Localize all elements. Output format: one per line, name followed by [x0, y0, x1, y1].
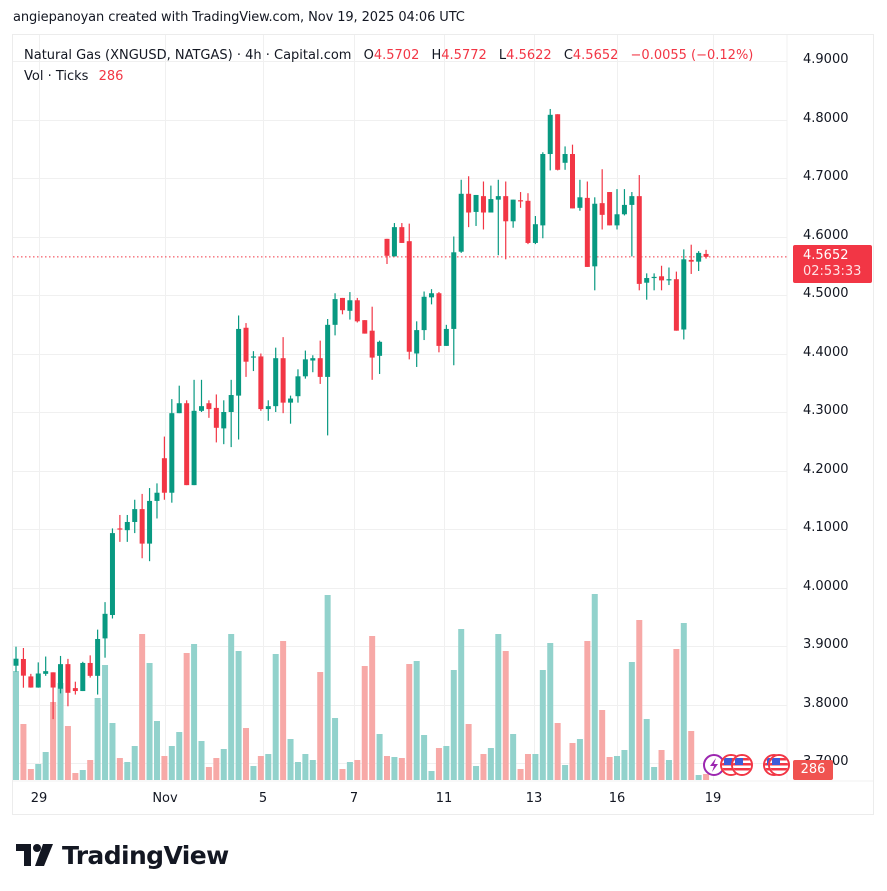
- last-price-value: 4.5652: [803, 248, 849, 263]
- grid-lines: [13, 35, 787, 780]
- candlesticks: [13, 108, 709, 720]
- chart-frame[interactable]: [12, 34, 874, 815]
- price-axis-label: 4.7000: [803, 169, 849, 184]
- chart-legend: Natural Gas (XNGUSD, NATGAS) · 4h · Capi…: [24, 45, 753, 87]
- time-axis-label: 16: [608, 791, 626, 806]
- open-value: 4.5702: [373, 48, 420, 63]
- price-axis-label: 3.9000: [803, 637, 849, 652]
- bar-countdown: 02:53:33: [803, 264, 862, 279]
- price-axis-label: 4.8000: [803, 110, 849, 126]
- change-value: −0.0055 (−0.12%): [630, 48, 754, 63]
- volume-bars: [13, 594, 710, 780]
- time-axis-label: 29: [30, 791, 48, 806]
- volume-value: 286: [98, 69, 124, 84]
- volume-label[interactable]: Vol · Ticks: [24, 69, 89, 84]
- low-value: 4.5622: [506, 48, 552, 63]
- tradingview-logo-icon: [16, 844, 53, 866]
- last-price-tag: 4.5652 02:53:33: [793, 245, 872, 283]
- price-axis-label: 4.9000: [803, 52, 849, 67]
- close-value: 4.5652: [572, 48, 619, 63]
- high-value: 4.5772: [441, 48, 487, 63]
- tradingview-logo-text: TradingView: [62, 840, 229, 870]
- high-label: H: [431, 48, 442, 63]
- price-axis-label: 3.8000: [803, 695, 849, 711]
- low-label: L: [498, 48, 507, 63]
- close-label: C: [563, 48, 573, 63]
- tradingview-logo[interactable]: TradingView: [16, 840, 229, 870]
- legend-symbol-row[interactable]: Natural Gas (XNGUSD, NATGAS) · 4h · Capi…: [24, 45, 753, 66]
- symbol-title[interactable]: Natural Gas (XNGUSD, NATGAS) · 4h · Capi…: [24, 48, 352, 63]
- time-axis-label: 19: [704, 791, 722, 806]
- price-axis-label: 4.3000: [803, 403, 849, 418]
- time-axis-label: Nov: [152, 791, 178, 806]
- price-axis-label: 4.4000: [803, 344, 849, 360]
- time-axis-label: 13: [525, 791, 543, 806]
- legend-volume-row[interactable]: Vol · Ticks 286: [24, 66, 753, 87]
- price-axis-label: 4.1000: [803, 520, 849, 535]
- price-axis-label: 4.0000: [803, 578, 849, 594]
- us-flag-event-icon[interactable]: [731, 754, 753, 776]
- price-axis-label: 4.5000: [803, 286, 849, 301]
- time-axis-label: 5: [258, 791, 268, 806]
- price-axis-label: 4.6000: [803, 227, 849, 243]
- volume-tag: 286: [793, 760, 833, 780]
- us-flag-event-icon[interactable]: [768, 754, 790, 776]
- price-axis-label: 4.2000: [803, 461, 849, 477]
- time-axis-label: 7: [349, 791, 359, 806]
- attribution-text: angiepanoyan created with TradingView.co…: [13, 10, 465, 25]
- time-axis-label: 11: [435, 791, 453, 806]
- open-label: O: [363, 48, 374, 63]
